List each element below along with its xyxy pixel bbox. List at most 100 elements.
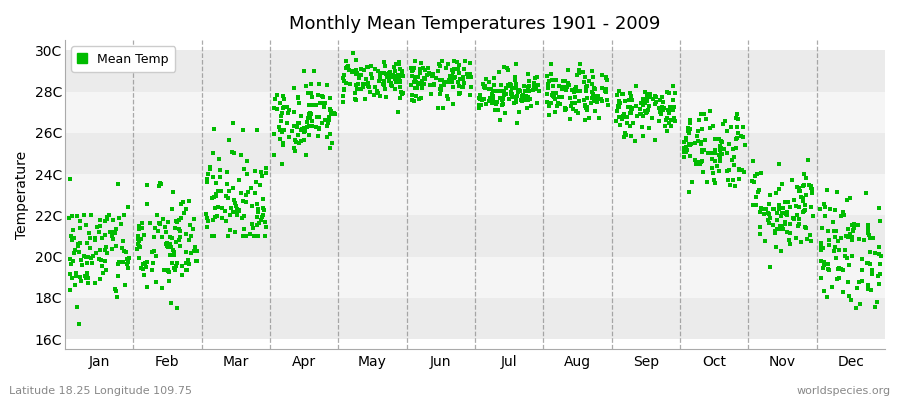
Point — [377, 70, 392, 76]
Point — [138, 260, 152, 266]
Point — [854, 256, 868, 263]
Point — [521, 77, 535, 84]
Point — [507, 100, 521, 106]
Point — [841, 226, 855, 232]
Point — [561, 80, 575, 86]
Point — [111, 261, 125, 267]
Point — [251, 233, 266, 239]
Point — [563, 103, 578, 110]
Point — [106, 236, 121, 242]
Point — [115, 238, 130, 244]
Point — [453, 76, 467, 82]
Point — [93, 276, 107, 282]
Point — [716, 150, 730, 157]
Text: worldspecies.org: worldspecies.org — [796, 386, 891, 396]
Point — [577, 103, 591, 109]
Point — [513, 88, 527, 94]
Point — [705, 164, 719, 171]
Point — [74, 257, 88, 264]
Point — [645, 96, 660, 102]
Point — [581, 78, 596, 84]
Point — [554, 85, 569, 92]
Point — [493, 94, 508, 101]
Point — [616, 110, 631, 117]
Point — [245, 221, 259, 227]
Point — [268, 96, 283, 102]
Point — [222, 212, 237, 218]
Point — [636, 112, 651, 119]
Point — [642, 91, 656, 98]
Point — [302, 90, 316, 96]
Point — [769, 244, 783, 250]
Point — [547, 95, 562, 102]
Point — [232, 177, 247, 183]
Point — [131, 236, 146, 242]
Point — [682, 188, 697, 195]
Point — [866, 235, 880, 242]
Point — [79, 254, 94, 260]
Point — [780, 229, 795, 235]
Point — [383, 74, 398, 80]
Point — [83, 245, 97, 251]
Point — [166, 247, 180, 253]
Point — [799, 224, 814, 231]
Point — [80, 273, 94, 279]
Point — [772, 186, 787, 193]
Point — [494, 102, 508, 108]
Point — [711, 152, 725, 158]
Point — [147, 234, 161, 240]
Point — [160, 240, 175, 246]
Point — [774, 226, 788, 232]
Point — [778, 221, 792, 227]
Point — [542, 112, 556, 118]
Point — [472, 104, 486, 111]
Point — [792, 216, 806, 222]
Point — [208, 214, 222, 220]
Point — [843, 195, 858, 202]
Point — [661, 106, 675, 113]
Point — [452, 90, 466, 96]
Point — [495, 95, 509, 102]
Point — [713, 156, 727, 162]
Point — [508, 74, 523, 80]
Point — [727, 183, 742, 189]
Point — [94, 235, 109, 242]
Point — [172, 236, 186, 243]
Point — [683, 126, 698, 132]
Point — [585, 68, 599, 74]
Point — [143, 220, 157, 227]
Point — [759, 206, 773, 212]
Point — [108, 286, 122, 292]
Point — [655, 94, 670, 100]
Point — [623, 110, 637, 116]
Point — [281, 110, 295, 116]
Point — [545, 93, 560, 99]
Point — [518, 97, 533, 104]
Point — [310, 114, 324, 120]
Point — [392, 59, 407, 66]
Point — [766, 206, 780, 212]
Point — [873, 218, 887, 224]
Point — [828, 207, 842, 213]
Point — [860, 226, 875, 232]
Point — [787, 215, 801, 222]
Point — [297, 129, 311, 135]
Point — [140, 201, 155, 208]
Point — [84, 255, 98, 262]
Point — [220, 180, 234, 187]
Point — [871, 273, 886, 280]
Point — [575, 69, 590, 76]
Point — [570, 72, 584, 78]
Point — [266, 104, 281, 111]
Point — [223, 226, 238, 233]
Point — [845, 237, 859, 243]
Point — [155, 234, 169, 240]
Point — [302, 123, 317, 129]
Point — [318, 117, 332, 123]
Point — [804, 204, 818, 210]
Point — [407, 65, 421, 71]
Point — [78, 221, 93, 228]
Point — [179, 259, 194, 266]
Point — [291, 95, 305, 101]
Point — [441, 96, 455, 102]
